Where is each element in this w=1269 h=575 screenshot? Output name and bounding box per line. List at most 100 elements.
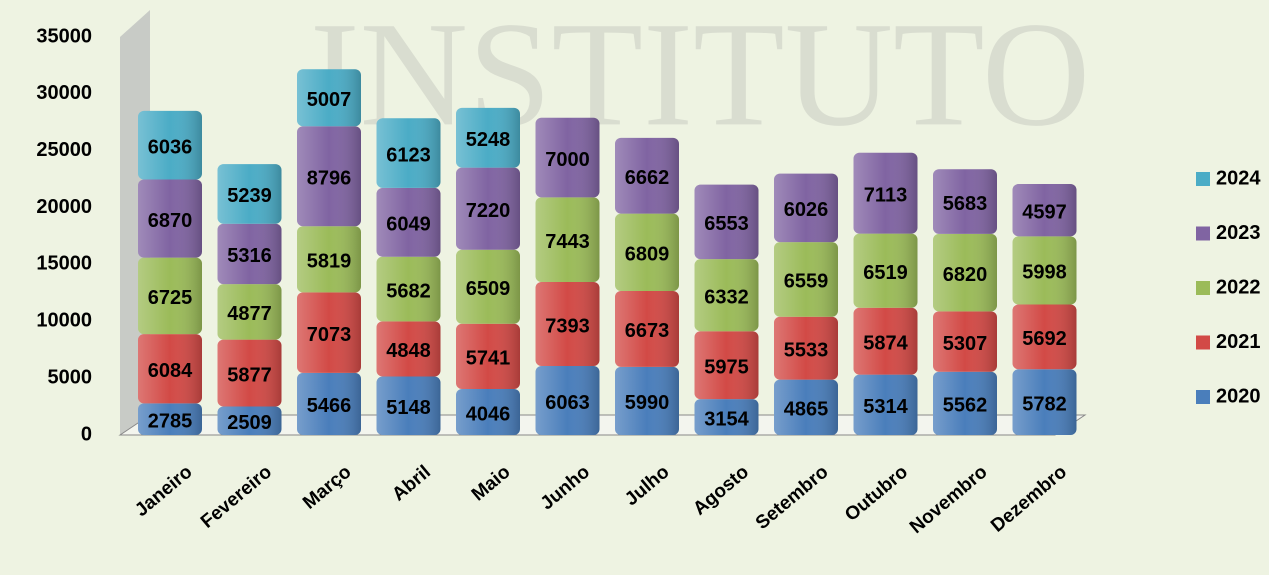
value-label: 4046 bbox=[466, 403, 511, 425]
bar-shade bbox=[376, 118, 441, 188]
value-label: 5307 bbox=[943, 333, 988, 355]
value-label: 7113 bbox=[864, 184, 907, 206]
value-label: 6519 bbox=[863, 262, 908, 284]
bar-shade bbox=[694, 399, 759, 435]
value-label: 5248 bbox=[466, 129, 511, 151]
bar-shade bbox=[138, 179, 202, 258]
bar-shade bbox=[615, 137, 679, 214]
bar-shade bbox=[1012, 184, 1077, 237]
value-label: 4597 bbox=[1022, 201, 1067, 223]
value-label: 5466 bbox=[307, 395, 352, 417]
value-label: 5990 bbox=[625, 392, 670, 414]
value-label: 6870 bbox=[148, 210, 193, 232]
bar-shade bbox=[694, 331, 759, 400]
bar-shade bbox=[853, 152, 918, 234]
value-label: 6509 bbox=[466, 278, 511, 300]
bar-shade bbox=[535, 117, 600, 198]
value-label: 5874 bbox=[863, 332, 908, 354]
value-label: 6049 bbox=[386, 214, 431, 236]
bar-shade bbox=[376, 376, 441, 435]
legend-label: 2022 bbox=[1216, 276, 1261, 298]
value-label: 2509 bbox=[227, 412, 272, 434]
bar-shade bbox=[535, 366, 600, 435]
bar-shade bbox=[456, 167, 520, 250]
x-tick-label: Agosto bbox=[689, 462, 753, 520]
x-tick-label: Novembro bbox=[906, 462, 991, 538]
value-label: 7393 bbox=[545, 315, 590, 337]
bar-shade bbox=[297, 226, 361, 293]
x-tick-label: Março bbox=[299, 462, 355, 514]
bar-shade bbox=[694, 184, 759, 260]
bar-shade bbox=[933, 371, 997, 435]
bar-shade bbox=[217, 406, 282, 435]
bar-shade bbox=[138, 334, 202, 404]
value-label: 5533 bbox=[784, 340, 829, 362]
legend-swatch bbox=[1196, 335, 1210, 350]
value-label: 5314 bbox=[863, 396, 908, 418]
y-tick-label: 30000 bbox=[36, 82, 92, 104]
legend-swatch bbox=[1196, 390, 1210, 404]
value-label: 5877 bbox=[227, 364, 272, 386]
bar-shade bbox=[694, 259, 759, 332]
x-tick-label: Junho bbox=[537, 462, 594, 515]
value-label: 3154 bbox=[704, 408, 749, 430]
x-tick-label: Setembro bbox=[752, 462, 833, 534]
value-label: 7000 bbox=[545, 149, 590, 171]
bar-shade bbox=[456, 388, 520, 435]
bar-shade bbox=[456, 323, 520, 389]
x-tick-label: Outubro bbox=[841, 462, 912, 526]
y-tick-label: 20000 bbox=[36, 196, 92, 218]
value-label: 5316 bbox=[227, 245, 272, 267]
bar-shade bbox=[774, 173, 838, 243]
bar-shade bbox=[1012, 304, 1077, 370]
bar-shade bbox=[376, 256, 441, 322]
value-label: 2785 bbox=[148, 410, 193, 432]
value-label: 5007 bbox=[307, 89, 352, 111]
value-label: 5782 bbox=[1022, 393, 1067, 415]
y-tick-label: 35000 bbox=[36, 25, 92, 47]
legend-label: 2024 bbox=[1216, 167, 1261, 189]
value-label: 5975 bbox=[704, 356, 749, 378]
bar-shade bbox=[297, 292, 361, 373]
bar-shade bbox=[217, 223, 282, 285]
bar-shade bbox=[217, 339, 282, 407]
value-label: 6026 bbox=[784, 199, 829, 221]
value-label: 6332 bbox=[704, 286, 749, 308]
bar-shade bbox=[933, 311, 997, 372]
value-label: 4848 bbox=[386, 340, 431, 362]
value-label: 5998 bbox=[1022, 262, 1067, 284]
value-label: 4865 bbox=[784, 399, 829, 421]
value-label: 5239 bbox=[227, 185, 272, 207]
legend-swatch bbox=[1196, 226, 1210, 241]
value-label: 7073 bbox=[307, 324, 352, 346]
bar-shade bbox=[615, 213, 679, 292]
bar-shade bbox=[376, 321, 441, 377]
bar-shade bbox=[138, 110, 202, 180]
value-label: 5683 bbox=[943, 193, 988, 215]
bar-shade bbox=[138, 403, 202, 435]
value-label: 6662 bbox=[625, 167, 670, 189]
y-tick-label: 25000 bbox=[36, 139, 92, 161]
value-label: 8796 bbox=[307, 168, 352, 190]
value-label: 5682 bbox=[386, 280, 431, 302]
value-label: 6063 bbox=[545, 392, 590, 414]
y-tick-label: 15000 bbox=[36, 253, 92, 275]
bar-shade bbox=[853, 307, 918, 375]
value-label: 6725 bbox=[148, 287, 193, 309]
value-label: 5819 bbox=[307, 251, 352, 273]
bar-shade bbox=[853, 374, 918, 435]
bar-shade bbox=[615, 366, 679, 435]
bar-shade bbox=[1012, 369, 1077, 435]
bar-shade bbox=[297, 126, 361, 227]
legend-swatch bbox=[1196, 281, 1210, 295]
value-label: 5148 bbox=[386, 397, 431, 419]
value-label: 6036 bbox=[148, 137, 193, 159]
bar-shade bbox=[456, 249, 520, 324]
bar-shade bbox=[535, 197, 600, 282]
bar-shade bbox=[138, 257, 202, 335]
bar-shade bbox=[297, 372, 361, 435]
value-label: 6809 bbox=[625, 244, 670, 266]
bar-shade bbox=[774, 379, 838, 435]
value-label: 5692 bbox=[1022, 328, 1067, 350]
x-tick-label: Abril bbox=[388, 462, 435, 506]
